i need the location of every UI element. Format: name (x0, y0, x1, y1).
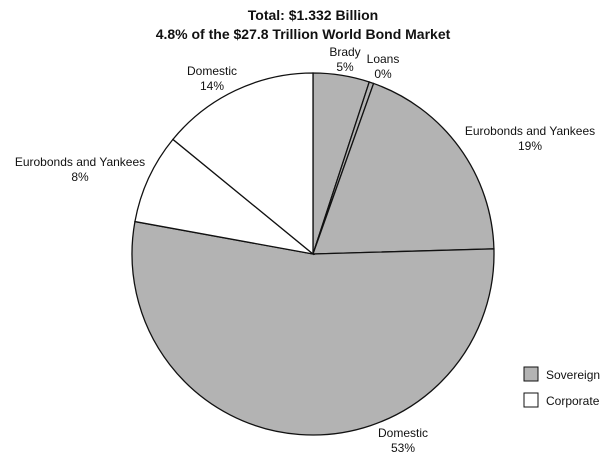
slice-label-percent: 0% (374, 67, 392, 81)
pie-slice-sovereign-eurobonds-and-yankees (312, 82, 495, 255)
slice-label-name: Eurobonds and Yankees (465, 124, 595, 138)
slice-label-percent: 14% (200, 79, 224, 93)
slice-label-name: Loans (367, 52, 400, 66)
pie-slice-sovereign-domestic (131, 220, 495, 436)
slice-label-name: Domestic (378, 426, 428, 440)
slice-label-percent: 8% (71, 170, 89, 184)
legend: Sovereign Corporate (523, 366, 600, 408)
slice-label-name: Brady (329, 45, 360, 59)
chart-subtitle: 4.8% of the $27.8 Trillion World Bond Ma… (156, 26, 451, 42)
legend-swatch-corporate (523, 392, 539, 408)
slice-label-name: Eurobonds and Yankees (15, 155, 145, 169)
chart-title: Total: $1.332 Billion (248, 7, 378, 23)
slice-label-name: Domestic (187, 64, 237, 78)
legend-label-corporate: Corporate (546, 394, 600, 408)
pie-slice-corporate-eurobonds-and-yankees (134, 138, 316, 256)
pie-slices (131, 72, 495, 436)
slice-label-percent: 5% (336, 60, 354, 74)
legend-label-sovereign: Sovereign (546, 368, 600, 382)
legend-swatch-sovereign (523, 366, 539, 382)
slice-label-percent: 53% (391, 441, 415, 455)
slice-label-percent: 19% (518, 139, 542, 153)
pie-slice-corporate-domestic (172, 72, 314, 256)
